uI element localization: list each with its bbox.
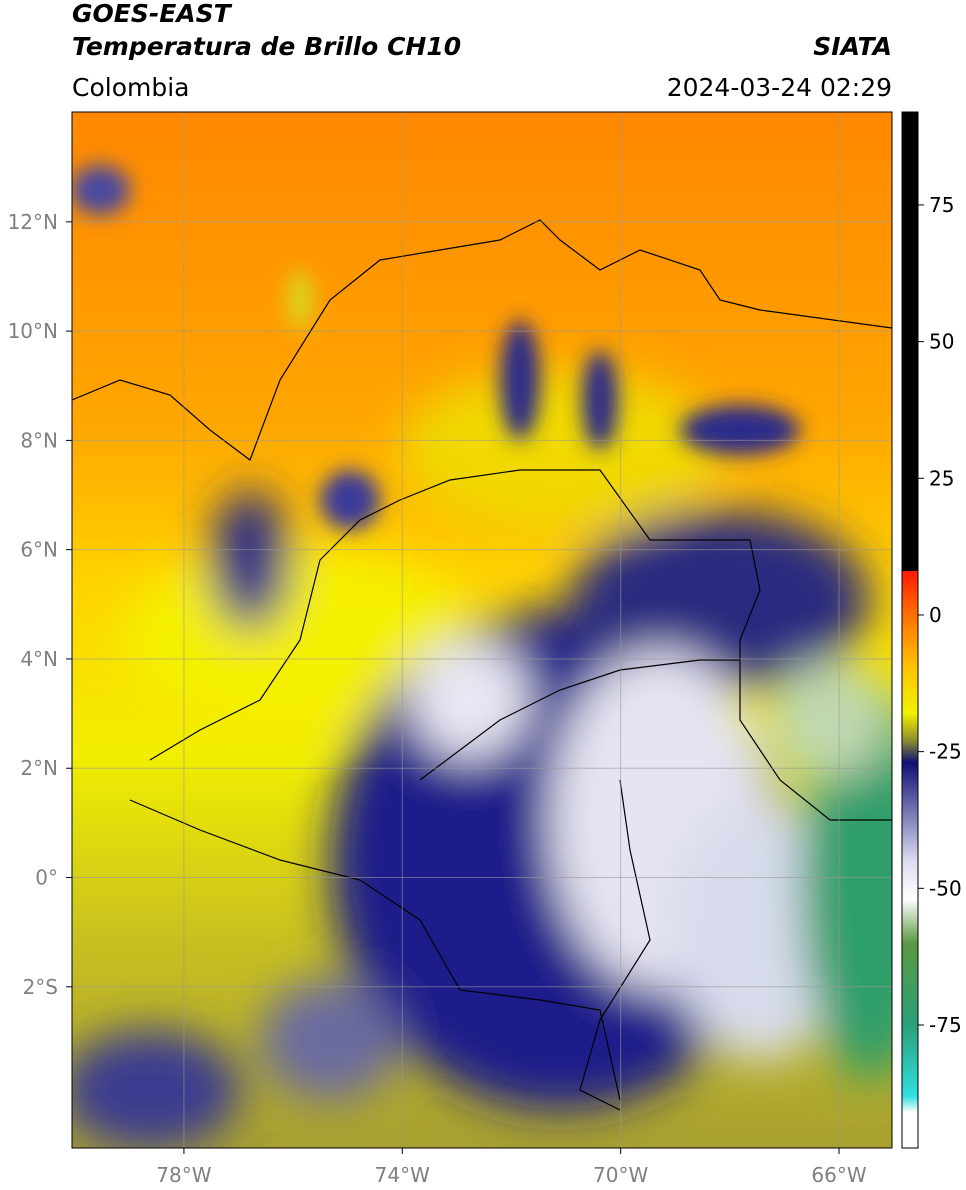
y-tick-label: 2°S bbox=[23, 975, 58, 999]
title: GOES-EAST bbox=[72, 0, 233, 28]
cloud-field bbox=[72, 370, 892, 1148]
datetime: 2024-03-24 02:29 bbox=[667, 73, 892, 102]
y-tick-label: 2°N bbox=[20, 756, 58, 780]
colorbar-tick-label: 50 bbox=[929, 330, 954, 354]
satellite-image bbox=[72, 112, 892, 1148]
colorbar bbox=[901, 111, 919, 1149]
colorbar-tick-label: -25 bbox=[929, 740, 962, 764]
x-tick-label: 74°W bbox=[375, 1163, 430, 1187]
grid bbox=[72, 112, 892, 1148]
y-tick-label: 6°N bbox=[20, 538, 58, 562]
y-tick-label: 10°N bbox=[8, 319, 58, 343]
y-tick-label: 8°N bbox=[20, 428, 58, 452]
x-tick-label: 70°W bbox=[593, 1163, 648, 1187]
colorbar-tick-label: -75 bbox=[929, 1013, 962, 1037]
x-tick-label: 78°W bbox=[156, 1163, 211, 1187]
colorbar-tick-label: 25 bbox=[929, 466, 954, 490]
borders bbox=[72, 219, 892, 1111]
colorbar-tick-label: 0 bbox=[929, 603, 942, 627]
source: SIATA bbox=[813, 32, 892, 61]
colorbar-tick-label: -50 bbox=[929, 876, 962, 900]
map-frame bbox=[71, 111, 893, 1149]
colorbar-tick-label: 75 bbox=[929, 193, 954, 217]
y-tick-label: 0° bbox=[35, 866, 58, 890]
cloud-streaks bbox=[72, 165, 800, 530]
region: Colombia bbox=[72, 73, 189, 102]
y-tick-label: 12°N bbox=[8, 210, 58, 234]
subtitle: Temperatura de Brillo CH10 bbox=[72, 32, 461, 61]
y-tick-label: 4°N bbox=[20, 647, 58, 671]
x-tick-label: 66°W bbox=[811, 1163, 866, 1187]
